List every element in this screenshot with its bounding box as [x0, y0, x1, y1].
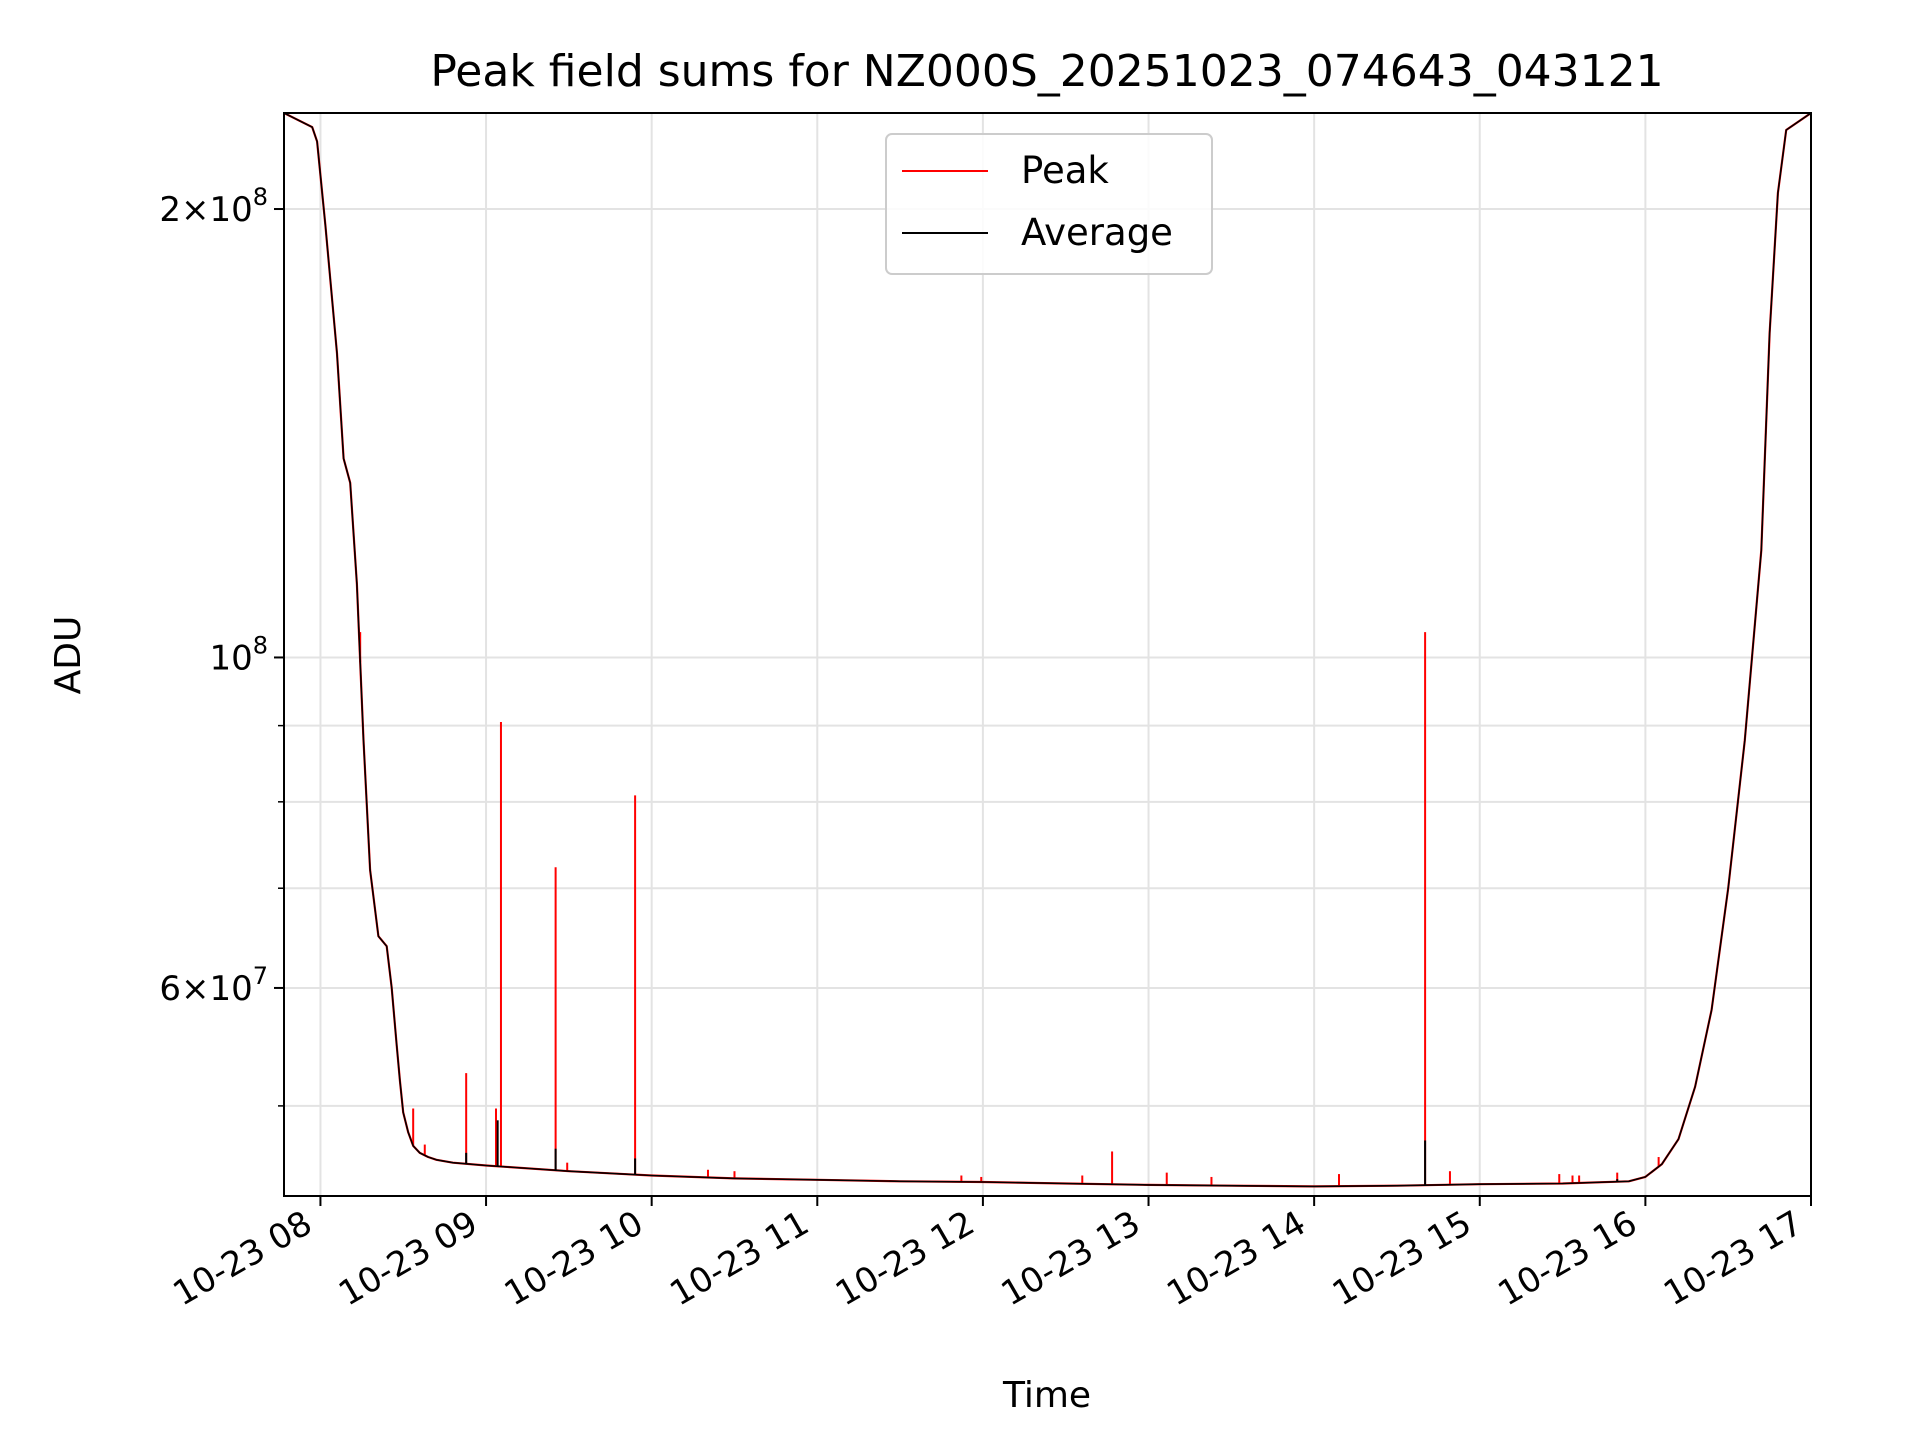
legend-peak-label: Peak: [1021, 149, 1109, 192]
y-axis-title: ADU: [48, 616, 89, 695]
plot-frame: [283, 112, 1812, 1197]
y-tick-label: 108: [209, 631, 268, 678]
average-series-line: [284, 113, 1811, 1188]
chart-title: Peak field sums for NZ000S_20251023_0746…: [430, 46, 1663, 97]
legend: Peak Average: [885, 133, 1213, 275]
legend-average-label: Average: [1021, 211, 1173, 254]
x-axis-title: Time: [1002, 1375, 1091, 1416]
y-tick-label: 6×107: [159, 962, 268, 1009]
series-layer: [284, 113, 1811, 1188]
legend-box: [885, 133, 1213, 275]
y-tick-label: 2×108: [159, 183, 268, 230]
